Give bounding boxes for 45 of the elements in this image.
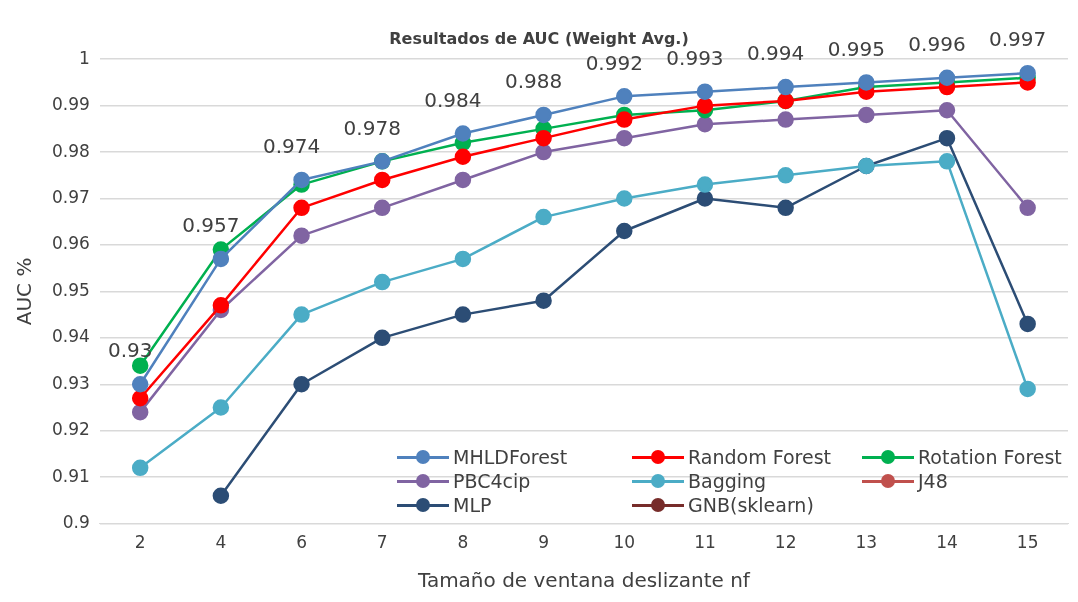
y-tick-label: 0.97 [51,186,90,207]
x-tick-label: 15 [1016,532,1039,553]
data-label: 0.997 [989,27,1047,52]
legend-label: Rotation Forest [918,445,1062,468]
y-tick-label: 0.99 [51,94,90,115]
x-tick-label: 8 [457,532,469,553]
data-label: 0.93 [107,338,153,363]
data-label: 0.995 [827,36,885,61]
data-label: 0.974 [262,134,321,159]
data-label: 0.957 [182,213,240,238]
x-tick-label: 13 [855,532,878,553]
legend-label: Random Forest [688,445,832,468]
y-tick-label: 0.95 [51,279,90,300]
legend-label: MHLDForest [453,445,568,468]
legend-label: Bagging [688,469,767,492]
y-tick-label: 0.9 [62,512,90,533]
x-tick-label: 6 [296,532,307,553]
data-label: 0.984 [424,87,482,112]
x-tick-label: 10 [613,532,636,553]
x-tick-label: 14 [936,532,958,553]
y-tick-label: 0.94 [51,326,90,347]
y-axis-title: AUC % [12,257,37,326]
data-label: 0.994 [746,41,805,66]
y-tick-label: 0.93 [51,372,90,393]
x-tick-label: 12 [774,532,797,553]
legend-label: GNB(sklearn) [688,493,814,516]
x-tick-label: 4 [215,532,227,553]
x-tick-label: 9 [538,532,549,553]
x-tick-label: 11 [694,532,716,553]
legend-label: MLP [453,493,492,516]
data-label: 0.992 [585,50,643,75]
x-tick-label: 2 [134,532,146,553]
chart-title: Resultados de AUC (Weight Avg.) [389,28,689,48]
legend-label: J48 [918,469,948,492]
y-tick-label: 0.96 [51,233,90,254]
y-tick-label: 0.91 [51,465,90,486]
x-tick-label: 7 [376,532,388,553]
data-label: 0.996 [908,31,966,56]
data-label: 0.988 [504,69,563,94]
data-label: 0.978 [343,115,401,140]
y-tick-label: 0.92 [51,419,90,440]
legend-label: PBC4cip [453,469,531,492]
x-axis-title: Tamaño de ventana deslizante nf [416,568,751,593]
y-tick-label: 0.98 [51,140,90,161]
y-tick-label: 1 [79,47,90,68]
